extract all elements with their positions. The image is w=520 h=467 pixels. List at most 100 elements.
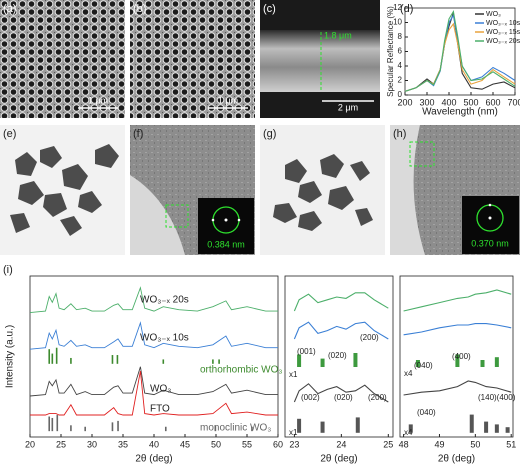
reference-stick	[164, 426, 167, 432]
panel-label: (b)	[133, 3, 146, 15]
vacuum-region	[390, 125, 425, 255]
series-label: WO₃₋ₓ 20s	[140, 295, 189, 306]
x-tick-label: 600	[485, 97, 500, 107]
x-tick-label: 48	[399, 439, 409, 449]
annotation: (200)	[368, 393, 387, 402]
panel-label: (i)	[3, 264, 13, 276]
series-label: orthorhombic WO₃	[200, 365, 282, 376]
reference-stick	[494, 357, 499, 367]
series-label: monoclinic WO₃	[200, 423, 271, 434]
x-tick-label: 400	[441, 97, 456, 107]
reference-stick	[297, 418, 302, 433]
y-tick-label: 8	[398, 32, 403, 41]
reference-stick	[415, 360, 420, 367]
annotation: (020)	[328, 351, 347, 360]
x-tick-label: 25	[383, 439, 393, 449]
annotation: x1	[289, 428, 298, 437]
x-tick-label: 51	[506, 439, 516, 449]
reference-stick	[408, 424, 413, 433]
fft-spot	[488, 203, 492, 207]
plot-frame	[284, 275, 394, 438]
reference-stick	[353, 353, 358, 367]
reference-stick	[320, 358, 325, 367]
annotation: x1	[289, 370, 298, 379]
reference-stick	[162, 359, 165, 364]
series-label: FTO	[150, 404, 170, 415]
annotation: (040)	[414, 361, 433, 370]
annotation: (002)	[301, 393, 320, 402]
reference-stick	[214, 425, 217, 432]
film-layer	[260, 30, 380, 92]
particles	[10, 144, 119, 236]
series-line	[404, 10, 516, 92]
reference-stick	[55, 347, 58, 364]
series-line	[30, 371, 278, 416]
annotation: (200)	[360, 333, 379, 342]
x-tick-label: 25	[56, 439, 66, 449]
panel-label: (a)	[3, 3, 16, 15]
reference-stick	[51, 353, 54, 364]
reference-stick	[116, 355, 119, 364]
fft-spot	[237, 218, 241, 222]
annotation: x4	[404, 428, 413, 437]
y-tick-label: 2	[398, 76, 403, 85]
x-tick-label: 60	[273, 439, 283, 449]
panel-label: (f)	[133, 128, 143, 140]
d-spacing: 0.384 nm	[207, 239, 245, 249]
y-axis-label: Intensity (a.u.)	[5, 325, 16, 388]
legend-label: WO₃₋ₓ 10s	[486, 20, 520, 27]
reference-stick	[56, 415, 59, 432]
x-axis-label: 2θ (deg)	[438, 454, 475, 465]
series-line	[29, 321, 278, 350]
reference-stick	[70, 425, 72, 432]
fft-region	[165, 204, 189, 228]
reference-stick	[48, 416, 51, 432]
d-spacing: 0.370 nm	[471, 238, 509, 248]
reference-stick	[455, 354, 460, 367]
series-line	[403, 380, 512, 396]
annotation: (140)(400)	[478, 393, 516, 402]
series-line	[293, 321, 389, 340]
y-tick-label: 0	[398, 90, 403, 99]
x-tick-label: 50	[470, 439, 480, 449]
y-tick-label: 4	[398, 61, 403, 70]
y-tick-label: 6	[398, 47, 403, 56]
y-tick-label: 10	[393, 18, 402, 27]
reference-stick	[484, 421, 489, 433]
x-tick-label: 50	[211, 439, 221, 449]
x-tick-label: 20	[25, 439, 35, 449]
series-label: WO₃	[150, 384, 171, 395]
annotation: x4	[404, 369, 413, 378]
sem-image	[0, 0, 125, 118]
fft-spot	[211, 218, 215, 222]
scale-label: 1 μm	[218, 95, 238, 105]
series-line	[293, 383, 389, 403]
x-tick-label: 23	[289, 439, 299, 449]
x-tick-label: 24	[336, 439, 346, 449]
x-tick-label: 300	[419, 97, 434, 107]
annotation: (040)	[417, 408, 436, 417]
reference-stick	[212, 359, 214, 364]
x-tick-label: 45	[180, 439, 190, 449]
panel-label: (c)	[263, 3, 276, 15]
panel-label: (d)	[400, 3, 413, 15]
reference-stick	[505, 427, 510, 433]
fft-center	[224, 218, 228, 222]
reference-stick	[494, 424, 499, 433]
series-line	[29, 286, 278, 314]
series-line	[29, 366, 278, 397]
x-axis-label: Wavelength (nm)	[422, 107, 498, 118]
x-axis-label: 2θ (deg)	[135, 454, 172, 465]
sem-image	[130, 0, 255, 118]
reference-stick	[251, 426, 253, 432]
reference-stick	[84, 426, 86, 432]
reference-stick	[117, 420, 119, 432]
x-tick-label: 500	[463, 97, 478, 107]
particles	[273, 154, 373, 231]
legend-label: WO₃₋ₓ 15s	[486, 29, 520, 36]
annotation: (400)	[452, 352, 471, 361]
reference-stick	[111, 422, 114, 432]
panel-label: (e)	[3, 128, 16, 140]
x-tick-label: 700	[507, 97, 520, 107]
